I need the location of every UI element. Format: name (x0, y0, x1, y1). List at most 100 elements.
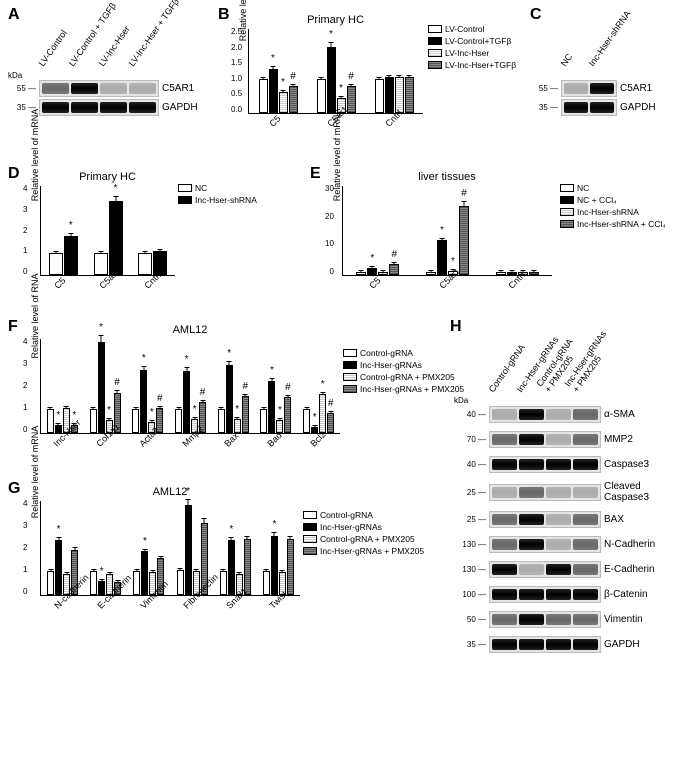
error-bar (135, 407, 136, 410)
significance-marker: * (69, 223, 73, 229)
bar-group: **#Acta2 (126, 370, 169, 433)
legend-swatch (343, 373, 357, 381)
band (519, 614, 544, 625)
significance-marker: # (285, 385, 291, 391)
error-bar (431, 270, 432, 273)
band-strip (489, 611, 601, 628)
kda-marker: 25 — (460, 515, 486, 524)
chart-title: Primary HC (248, 14, 423, 26)
bar: * (55, 540, 62, 595)
bar: * (185, 505, 192, 595)
protein-label: C5AR1 (620, 83, 652, 94)
error-bar (160, 249, 161, 252)
legend-swatch (343, 385, 357, 393)
band-strip (489, 511, 601, 528)
significance-marker: # (461, 191, 467, 197)
band-strip (561, 99, 617, 116)
bar (356, 272, 366, 275)
bar-group: **Inc-Hser (41, 408, 84, 433)
y-tick: 0.5 (231, 91, 242, 97)
y-tick: 0.0 (231, 107, 242, 113)
band (519, 409, 544, 420)
y-axis-label: Relative level of mRNA (30, 426, 40, 519)
bar-group: **#Mmp2 (169, 371, 212, 433)
error-bar (223, 569, 224, 572)
significance-marker: * (278, 408, 282, 414)
legend-swatch (303, 535, 317, 543)
band (573, 639, 598, 650)
blot-row: 50 —Vimentin (460, 611, 690, 628)
blot-row: 25 —CleavedCaspase3 (460, 481, 690, 503)
error-bar (55, 251, 56, 254)
bar: # (289, 86, 298, 113)
panel-D: DPrimary HCRelative level of mRNA43210*C… (8, 165, 228, 276)
error-bar (109, 572, 110, 575)
legend: NCNC + CCl₄Inc-Hser-shRNAInc-Hser-shRNA … (560, 183, 666, 231)
bar (49, 253, 63, 276)
kda-marker: 100 — (460, 590, 486, 599)
error-bar (247, 536, 248, 540)
band (519, 514, 544, 525)
bar: # (389, 264, 399, 275)
plot-area: 2.52.01.51.00.50.0**#C5**#C5ar1Cntrl (248, 29, 423, 114)
western-blot: LV-ControlLV-Control + TGFβLV-Inc-HserLV… (14, 6, 198, 116)
band (546, 409, 571, 420)
protein-label: C5AR1 (162, 83, 194, 94)
band (573, 514, 598, 525)
lane-label: LV-Control (30, 72, 38, 78)
blot-row: 70 —MMP2 (460, 431, 690, 448)
significance-marker: * (99, 325, 103, 331)
error-bar (109, 418, 110, 421)
legend-swatch (303, 523, 317, 531)
error-bar (263, 407, 264, 410)
y-tick: 20 (325, 214, 334, 220)
band (573, 459, 598, 470)
error-bar (500, 270, 501, 273)
kda-marker: 55 — (536, 84, 558, 93)
bar: * (269, 69, 278, 113)
error-bar (372, 266, 373, 269)
band (573, 539, 598, 550)
kda-marker: 130 — (460, 565, 486, 574)
error-bar (50, 569, 51, 572)
bar (220, 571, 227, 595)
band (573, 434, 598, 445)
bar-group: **#C5ar1 (307, 47, 365, 113)
band (492, 539, 517, 550)
error-bar (293, 84, 294, 87)
bar-group: *C5 (41, 236, 86, 275)
kda-marker: 50 — (460, 615, 486, 624)
panel-H: HkDaControl-gRNAInc-Hser-gRNAsControl-gR… (450, 318, 690, 659)
band (573, 589, 598, 600)
band (546, 564, 571, 575)
error-bar (100, 251, 101, 254)
error-bar (263, 77, 264, 80)
bar (94, 253, 108, 276)
significance-marker: # (348, 74, 354, 80)
panel-A: AkDaLV-ControlLV-Control + TGFβLV-Inc-Hs… (8, 6, 198, 116)
legend-swatch (178, 196, 192, 204)
legend-item: Control-gRNA + PMX205 (343, 372, 464, 382)
panel-label: A (8, 6, 20, 24)
lane-label: Inc-Hser-shRNA (580, 72, 588, 78)
legend-swatch (560, 208, 574, 216)
error-bar (145, 251, 146, 254)
band (573, 409, 598, 420)
error-bar (322, 392, 323, 395)
y-tick: 4 (23, 501, 27, 507)
legend-item: Control-gRNA (303, 510, 424, 520)
panel-G: GAML12Relative level of mRNA43210*N-cadh… (8, 480, 448, 596)
bar (385, 77, 394, 113)
panel-label: G (8, 480, 20, 498)
group-label: Bax (223, 431, 241, 449)
protein-label: MMP2 (604, 434, 633, 445)
legend-item: Inc-Hser-shRNA (560, 207, 666, 217)
legend-swatch (428, 25, 442, 33)
y-tick: 1.5 (231, 60, 242, 66)
y-ticks: 43210 (23, 339, 27, 433)
band-strip (489, 636, 601, 653)
error-bar (237, 417, 238, 420)
band-strip (39, 99, 159, 116)
protein-label: α-SMA (604, 409, 635, 420)
legend-label: Control-gRNA (360, 348, 413, 358)
